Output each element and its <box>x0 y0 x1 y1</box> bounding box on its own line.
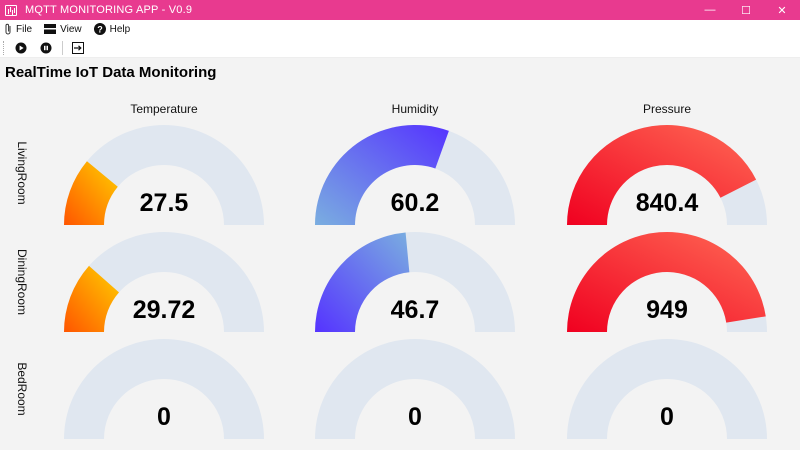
menu-file[interactable]: File <box>0 23 32 35</box>
gauge-fill <box>64 161 118 225</box>
gauge-bedroom-pressure: 0 <box>567 337 767 441</box>
gauge-track <box>315 339 515 439</box>
gauge-livingroom-pressure: 840.4 <box>567 123 767 227</box>
gauge-value: 949 <box>646 296 688 324</box>
gauge-bedroom-humidity: 0 <box>315 337 515 441</box>
gauge-track <box>64 125 264 225</box>
exit-icon <box>72 41 84 54</box>
menu-file-label: File <box>16 23 33 35</box>
gauge-value: 0 <box>408 403 422 431</box>
paperclip-icon <box>5 23 11 35</box>
gauge-fill <box>315 232 410 332</box>
gauge-livingroom-temperature: 27.5 <box>64 123 264 227</box>
gauge-arc <box>64 339 264 439</box>
gauge-arc <box>64 125 264 225</box>
menu-help[interactable]: ? Help <box>90 23 131 35</box>
gauge-value: 46.7 <box>390 296 440 324</box>
gauge-fill <box>567 125 757 225</box>
gauge-diningroom-pressure: 949 <box>567 230 767 334</box>
gauge-value: 0 <box>660 403 674 431</box>
gauge-bedroom-temperature: 0 <box>64 337 264 441</box>
gauge-value: 29.72 <box>132 296 196 324</box>
panel-icon <box>44 24 57 34</box>
gauge-fill <box>567 232 766 332</box>
toolbar-separator <box>62 40 63 55</box>
gauge-arc <box>567 125 767 225</box>
gauge-arc <box>64 232 264 332</box>
gauge-arc <box>567 339 767 439</box>
exit-button[interactable] <box>68 39 88 57</box>
menu-view[interactable]: View <box>40 24 82 35</box>
menu-bar: File View ? Help <box>0 20 800 38</box>
gauge-value: 27.5 <box>139 189 189 217</box>
gauge-value: 840.4 <box>635 189 699 217</box>
pause-button[interactable] <box>36 39 56 57</box>
app-chart-icon <box>5 4 17 16</box>
column-header-pressure: Pressure <box>642 102 692 116</box>
gauge-value: 60.2 <box>390 189 440 217</box>
gauge-arc <box>567 232 767 332</box>
gauge-diningroom-humidity: 46.7 <box>315 230 515 334</box>
toolbar <box>0 38 800 58</box>
play-button[interactable] <box>11 39 31 57</box>
column-header-humidity: Humidity <box>391 102 439 116</box>
gauge-track <box>64 339 264 439</box>
title-bar: MQTT MONITORING APP - V0.9 — ☐ ✕ <box>0 0 800 20</box>
gauge-livingroom-humidity: 60.2 <box>315 123 515 227</box>
gauge-track <box>64 232 264 332</box>
gauge-diningroom-temperature: 29.72 <box>64 230 264 334</box>
gauge-arc <box>315 124 515 225</box>
svg-text:?: ? <box>97 24 103 34</box>
window-title: MQTT MONITORING APP - V0.9 <box>25 4 193 16</box>
gauge-track <box>567 339 767 439</box>
gauge-arc <box>315 339 515 439</box>
toolbar-grip[interactable] <box>3 40 6 55</box>
pause-icon <box>40 42 52 53</box>
maximize-button[interactable]: ☐ <box>741 4 751 17</box>
window-controls: — ☐ ✕ <box>692 0 800 20</box>
column-header-temperature: Temperature <box>130 102 198 116</box>
help-circle-icon: ? <box>93 23 106 35</box>
play-icon <box>15 42 27 53</box>
close-button[interactable]: ✕ <box>777 4 787 17</box>
menu-help-label: Help <box>109 23 131 35</box>
gauge-fill <box>315 124 449 225</box>
menu-view-label: View <box>60 23 82 35</box>
gauge-value: 0 <box>157 403 171 431</box>
minimize-button[interactable]: — <box>704 4 716 16</box>
gauge-arc <box>315 232 515 332</box>
gauge-fill <box>64 265 119 332</box>
page-title: RealTime IoT Data Monitoring <box>5 64 217 81</box>
